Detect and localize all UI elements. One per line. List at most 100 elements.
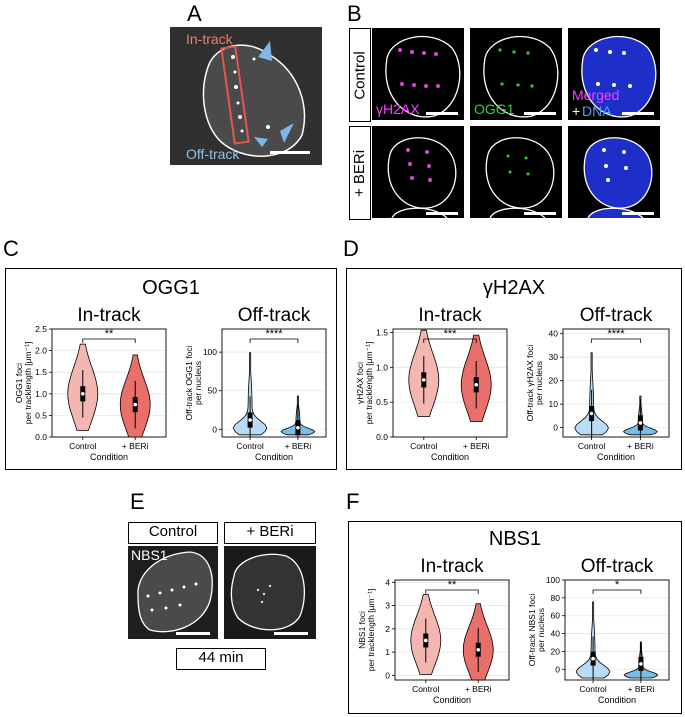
x-axis-label: Condition bbox=[597, 452, 635, 462]
y-tick-label: 20 bbox=[549, 376, 559, 386]
violin-median bbox=[474, 382, 479, 387]
panel-f-title: NBS1 bbox=[488, 528, 542, 550]
plot-frame bbox=[392, 328, 508, 438]
channel-label-dna: DNA bbox=[582, 103, 612, 119]
y-tick-label: 2 bbox=[385, 624, 390, 634]
chart-title: Off-track bbox=[581, 556, 654, 577]
y-tick-label: 20 bbox=[551, 646, 561, 656]
panel-label-f: F bbox=[346, 489, 360, 514]
significance-bracket bbox=[425, 589, 479, 594]
y-tick-label: 80 bbox=[551, 593, 561, 603]
channel-label-nbs1: NBS1 bbox=[131, 547, 168, 563]
chart-f-off-track: Off-track 0 20 40 60 80 100 Off-track NBS1 foci… bbox=[527, 556, 670, 705]
significance-label: **** bbox=[607, 328, 625, 340]
y-tick-label: 4 bbox=[385, 577, 390, 587]
panel-label-b: B bbox=[347, 1, 362, 26]
y-tick-label: 1 bbox=[385, 647, 390, 657]
x-tick-label: Control bbox=[579, 684, 607, 694]
x-tick-label: Control bbox=[578, 441, 606, 451]
y-axis-label-line2: per tracklength [μm⁻¹] bbox=[366, 589, 376, 672]
row-label-control: Control bbox=[349, 28, 371, 122]
image-nbs1-control: NBS1 bbox=[128, 546, 218, 639]
x-tick-label: + BERi bbox=[628, 684, 655, 694]
y-axis-label-line1: Off-track OGG1 foci bbox=[184, 345, 194, 420]
x-axis-label: Condition bbox=[598, 695, 636, 705]
y-axis-label-line2: per nucleus bbox=[534, 361, 544, 405]
y-axis-label-line1: Off-track γH2AX foci bbox=[525, 344, 535, 421]
arrow-icon bbox=[254, 137, 268, 147]
x-axis-label: Condition bbox=[255, 452, 293, 462]
image-merged-control: Merged + DNA bbox=[568, 28, 660, 120]
significance-label: *** bbox=[444, 328, 458, 340]
violin-median bbox=[638, 421, 643, 425]
channel-label-h2ax: γH2AX bbox=[376, 101, 420, 117]
y-tick-label: 40 bbox=[549, 329, 559, 339]
panel-label-e: E bbox=[130, 489, 145, 514]
y-axis-label-line1: γH2AX foci bbox=[355, 362, 365, 404]
panel-d-box: γH2AX In-track 0.0 0.5 1.0 1.5 γH2AX foci per … bbox=[346, 268, 682, 470]
arrow-icon bbox=[258, 41, 272, 61]
plot-frame bbox=[51, 328, 167, 438]
image-nbs1-beri bbox=[224, 546, 316, 639]
violin-median bbox=[80, 392, 85, 396]
violin-median bbox=[421, 378, 426, 382]
in-track-label: In-track bbox=[186, 31, 233, 47]
significance-bracket bbox=[592, 589, 642, 594]
y-axis-label-line2: per tracklength [μm⁻¹] bbox=[364, 342, 374, 425]
y-tick-label: 1.0 bbox=[35, 389, 47, 399]
image-ogg1-control: OGG1 bbox=[470, 28, 562, 120]
label-beri-box: + BERi bbox=[224, 522, 316, 544]
y-tick-label: 60 bbox=[551, 611, 561, 621]
image-h2ax-beri bbox=[372, 126, 464, 218]
y-tick-label: 40 bbox=[551, 629, 561, 639]
significance-label: ** bbox=[448, 579, 457, 591]
x-axis-label: Condition bbox=[431, 452, 469, 462]
chart-title: In-track bbox=[418, 305, 482, 326]
y-axis-label-line1: NBS1 foci bbox=[357, 611, 367, 649]
time-label-box: 44 min bbox=[176, 648, 266, 670]
significance-bracket bbox=[423, 338, 477, 343]
arrow-icon bbox=[280, 123, 294, 143]
y-tick-label: 0.0 bbox=[35, 432, 47, 442]
y-tick-label: 0.0 bbox=[376, 432, 388, 442]
plot-frame bbox=[564, 579, 670, 681]
violin-median bbox=[589, 411, 594, 416]
x-tick-label: + BERi bbox=[627, 441, 654, 451]
violin-median bbox=[296, 425, 300, 430]
violin-median bbox=[133, 402, 138, 407]
chart-f-in-track: In-track 0 1 2 3 4 NBS1 foci per tracklength [μ… bbox=[357, 556, 510, 705]
y-tick-label: 3 bbox=[385, 601, 390, 611]
significance-bracket bbox=[591, 338, 641, 343]
significance-label: ** bbox=[105, 328, 114, 340]
y-tick-label: 10 bbox=[549, 399, 559, 409]
chart-title: In-track bbox=[420, 556, 484, 577]
significance-label: * bbox=[615, 579, 620, 591]
violin-median bbox=[591, 656, 595, 661]
image-h2ax-control: γH2AX bbox=[372, 28, 464, 120]
y-tick-label: 0.5 bbox=[35, 410, 47, 420]
violin-body bbox=[232, 352, 268, 436]
x-tick-label: Control bbox=[69, 441, 97, 451]
y-tick-label: 0.5 bbox=[376, 397, 388, 407]
x-tick-label: + BERi bbox=[463, 441, 490, 451]
chart-title: In-track bbox=[77, 305, 141, 326]
chart-c-off-track: Off-track 0 50 100 Off-track OGG1 foci per nu… bbox=[184, 305, 327, 462]
y-tick-label: 2.0 bbox=[35, 346, 47, 356]
y-tick-label: 0 bbox=[553, 423, 558, 433]
x-axis-label: Condition bbox=[90, 452, 128, 462]
channel-label-merged: Merged bbox=[572, 87, 620, 103]
plot-frame bbox=[562, 328, 670, 438]
x-tick-label: Control bbox=[412, 684, 440, 694]
x-tick-label: Control bbox=[410, 441, 438, 451]
violin-median bbox=[423, 638, 428, 643]
panel-label-c: C bbox=[3, 236, 19, 261]
plot-frame bbox=[221, 328, 327, 438]
y-axis-label-line2: per nucleus bbox=[536, 608, 546, 652]
panel-a-cell bbox=[170, 27, 322, 165]
significance-bracket bbox=[82, 338, 136, 343]
y-tick-label: 0 bbox=[555, 664, 560, 674]
panel-label-d: D bbox=[343, 236, 359, 261]
image-ogg1-beri bbox=[470, 126, 562, 218]
y-tick-label: 100 bbox=[546, 575, 560, 585]
y-tick-label: 0 bbox=[212, 424, 217, 434]
